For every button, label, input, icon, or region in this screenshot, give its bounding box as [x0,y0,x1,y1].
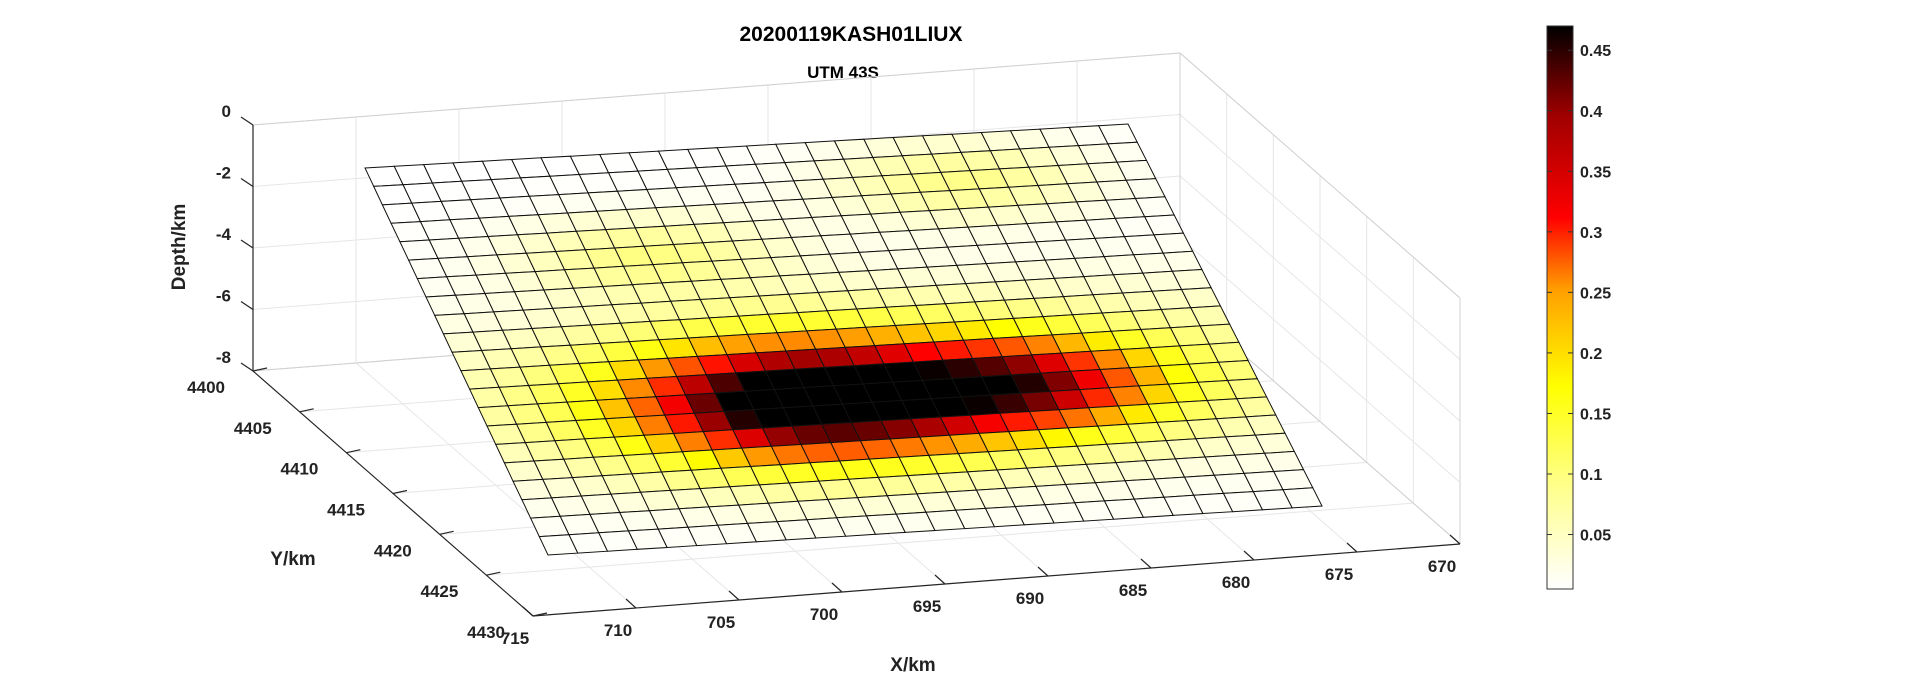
y-tick-mark [486,571,501,576]
colorbar-tick-label: 0.3 [1580,225,1602,242]
y-tick-mark [346,449,361,454]
x-tick-label: 670 [1428,557,1456,576]
y-tick-label: 4410 [281,460,319,479]
x-tick-label: 680 [1222,573,1250,592]
z-tick-label: -8 [216,348,231,367]
grid-line [486,502,1414,576]
x-tick-label: 690 [1016,589,1044,608]
chart-subtitle: UTM 43S [807,63,879,82]
x-tick-mark [728,590,740,601]
x-tick-mark [1037,566,1049,577]
y-tick-label: 4415 [327,501,365,520]
box-edge [252,52,1181,126]
x-tick-label: 675 [1325,565,1353,584]
z-tick-mark [240,178,254,187]
z-tick-mark [240,301,254,310]
x-axis-label: X/km [890,655,935,676]
colorbar-tick-label: 0.15 [1580,406,1611,423]
colorbar-tick-label: 0.35 [1580,164,1611,181]
z-tick-mark [240,116,254,126]
colorbar-ticks: 0.45 0.4 0.35 0.3 0.25 0.2 0.15 0.1 0.05 [1547,43,1611,545]
x-tick-mark [1243,550,1255,561]
z-tick-mark [240,239,254,249]
x-tick-label: 700 [810,605,838,624]
colorbar-tick-label: 0.45 [1580,43,1611,60]
x-tick-mark [522,606,534,617]
x-axis-ticks: 715 710 705 700 695 690 685 680 675 670 [501,534,1461,648]
colorbar-tick-label: 0.25 [1580,285,1611,302]
colorbar-tick-label: 0.4 [1580,104,1602,121]
z-axis-label: Depth/km [169,204,190,291]
x-tick-mark [1449,534,1461,545]
y-tick-label: 4400 [187,378,225,397]
colorbar-tick-label: 0.2 [1580,346,1602,363]
y-tick-label: 4420 [374,541,412,560]
y-axis-ticks: 4400 4405 4410 4415 4420 4425 4430 [187,367,548,642]
z-tick-label: 0 [222,102,231,121]
z-tick-label: -6 [216,287,231,306]
x-tick-label: 705 [707,613,735,632]
grid-line [355,362,637,609]
box-edge [1179,52,1461,299]
colorbar: 0.45 0.4 0.35 0.3 0.25 0.2 0.15 0.1 0.05 [1546,25,1611,590]
z-tick-label: -2 [216,164,231,183]
y-tick-label: 4430 [467,623,505,642]
x-tick-mark [1346,542,1358,553]
z-axis-ticks: 0 -2 -4 -6 -8 [216,102,254,372]
colorbar-tick-label: 0.05 [1580,528,1611,545]
fault-patch [1282,487,1323,509]
fault-surface [364,123,1323,556]
x-tick-mark [831,582,843,593]
y-tick-mark [532,612,548,617]
x-tick-mark [625,598,637,609]
x-tick-mark [1140,558,1152,569]
colorbar-bar [1546,25,1574,590]
axis-line [532,543,1461,617]
x-tick-label: 685 [1119,581,1147,600]
x-tick-label: 695 [913,597,941,616]
y-tick-mark [392,489,408,495]
z-tick-label: -4 [216,225,232,244]
y-tick-mark [299,408,314,413]
colorbar-tick-label: 0.1 [1580,467,1602,484]
chart-title: 20200119KASH01LIUX [740,23,963,46]
y-axis-label: Y/km [270,549,315,570]
x-tick-label: 715 [501,629,529,648]
y-tick-mark [252,367,268,372]
x-tick-mark [934,574,946,585]
y-tick-label: 4425 [421,582,459,601]
y-tick-mark [439,530,454,535]
x-tick-label: 710 [604,621,632,640]
y-tick-label: 4405 [234,419,272,438]
z-tick-mark [240,362,254,372]
